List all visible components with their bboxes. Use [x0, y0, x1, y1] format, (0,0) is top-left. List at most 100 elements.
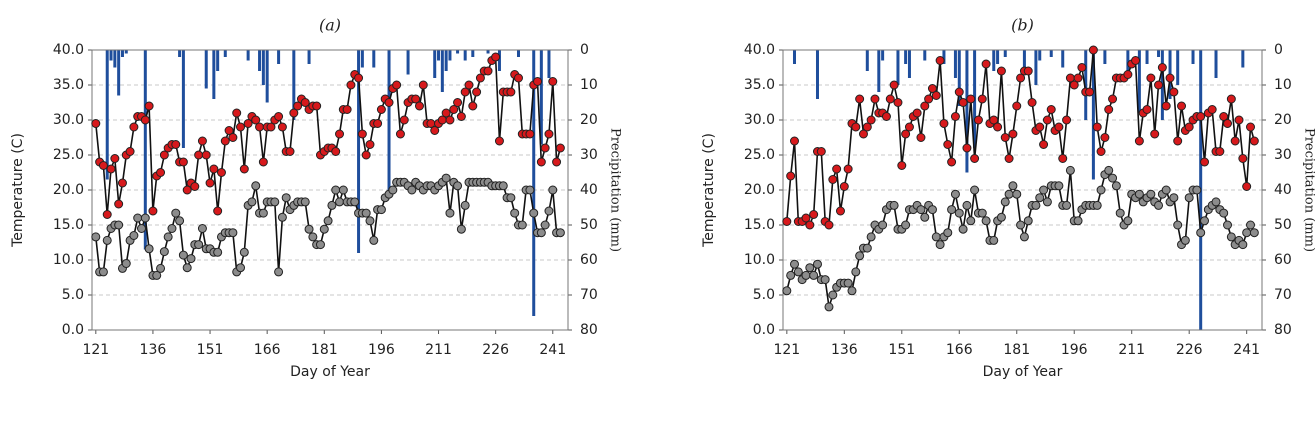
temp-point: [828, 290, 838, 300]
temp-point: [388, 185, 398, 195]
temp-point: [468, 101, 478, 111]
precip-bar: [957, 50, 961, 106]
x-axis-label: Day of Year: [983, 364, 1063, 380]
precip-bar: [456, 50, 460, 54]
temp-point: [517, 220, 527, 230]
temp-point: [384, 98, 394, 107]
temp-point: [525, 185, 535, 195]
temp-point: [106, 164, 116, 174]
y-tick-label: 10.0: [744, 252, 775, 268]
temp-point: [866, 115, 876, 125]
precip-bar: [1022, 50, 1026, 71]
precip-bar: [1061, 50, 1065, 68]
precip-bar: [261, 50, 265, 85]
y-tick-label: 0.0: [62, 322, 84, 338]
temp-point: [966, 94, 976, 104]
precip-bar: [923, 50, 927, 61]
temp-point: [1104, 165, 1114, 175]
x-tick-label: 226: [1176, 342, 1203, 358]
temp-point: [1177, 101, 1187, 111]
precip-bar: [497, 50, 501, 71]
temp-point: [1219, 112, 1229, 121]
temp-point: [954, 87, 964, 97]
temp-point: [862, 122, 872, 132]
precip-bar: [265, 50, 269, 103]
temp-point: [194, 240, 204, 250]
temp-point: [839, 182, 849, 191]
temp-point: [1165, 73, 1175, 83]
temp-point: [445, 208, 455, 218]
temp-point: [916, 205, 926, 215]
temp-point: [1096, 185, 1106, 195]
temp-point: [1035, 193, 1045, 203]
temp-point: [361, 150, 371, 160]
temp-point: [1111, 181, 1121, 191]
temp-point: [1157, 63, 1167, 72]
temp-point: [1242, 228, 1252, 238]
temp-point: [133, 213, 143, 223]
temp-point: [319, 224, 329, 234]
x-tick-label: 196: [368, 342, 395, 358]
temp-point: [186, 254, 196, 264]
temp-point: [1104, 105, 1114, 114]
precip-bar: [471, 50, 475, 57]
precip-bar: [992, 50, 996, 71]
temp-point: [935, 240, 945, 250]
temp-point: [464, 80, 474, 90]
temp-point: [1219, 208, 1229, 218]
temp-point: [920, 101, 930, 111]
temp-point: [1023, 216, 1033, 226]
temp-point: [1169, 193, 1179, 203]
temp-point: [1242, 182, 1252, 191]
y2-tick-label: 60: [580, 252, 598, 268]
temp-point: [460, 200, 470, 210]
precip-bar: [904, 50, 908, 64]
temp-point: [1016, 73, 1026, 83]
precip-bar: [105, 50, 109, 180]
precip-bar: [547, 50, 551, 78]
x-tick-label: 151: [888, 342, 915, 358]
plot-frame: [782, 49, 1263, 331]
temp-point: [824, 302, 834, 312]
precip-bar: [120, 50, 124, 57]
precip-bar: [444, 50, 448, 71]
temp-point: [947, 205, 957, 215]
y2-tick-label: 70: [580, 287, 598, 303]
temp-point: [1200, 157, 1210, 167]
temp-point: [236, 122, 246, 132]
y-tick-label: 35.0: [744, 77, 775, 93]
temp-point: [878, 220, 888, 230]
temp-point: [847, 286, 857, 296]
temp-point: [354, 73, 364, 83]
y2-axis-label: Precipitation (mm): [608, 128, 623, 252]
temp-point: [102, 210, 112, 219]
temp-point: [140, 115, 150, 125]
temp-point: [159, 150, 169, 160]
temp-point: [1062, 115, 1072, 125]
temp-point: [194, 150, 204, 160]
y-tick-label: 5.0: [753, 287, 775, 303]
temp-point: [494, 136, 504, 146]
temp-point: [197, 224, 207, 233]
temp-point: [548, 185, 558, 195]
temp-point: [824, 220, 834, 230]
temp-point: [300, 197, 310, 207]
precip-bar: [1137, 50, 1141, 113]
precip-bar: [965, 50, 969, 173]
temp-point: [555, 228, 565, 238]
temp-point: [835, 206, 845, 216]
temp-point: [357, 129, 367, 139]
temp-point: [1134, 136, 1144, 146]
temp-point: [361, 208, 371, 218]
temp-point: [525, 129, 535, 139]
temp-point: [1230, 136, 1240, 146]
temp-point: [789, 136, 799, 146]
temp-point: [220, 136, 230, 146]
temp-point: [1000, 133, 1010, 142]
temp-point: [399, 115, 409, 125]
x-tick-label: 226: [482, 342, 509, 358]
temp-point: [927, 84, 937, 93]
precip-bar: [815, 50, 819, 99]
temp-point: [1249, 228, 1259, 238]
temp-point: [510, 208, 520, 218]
